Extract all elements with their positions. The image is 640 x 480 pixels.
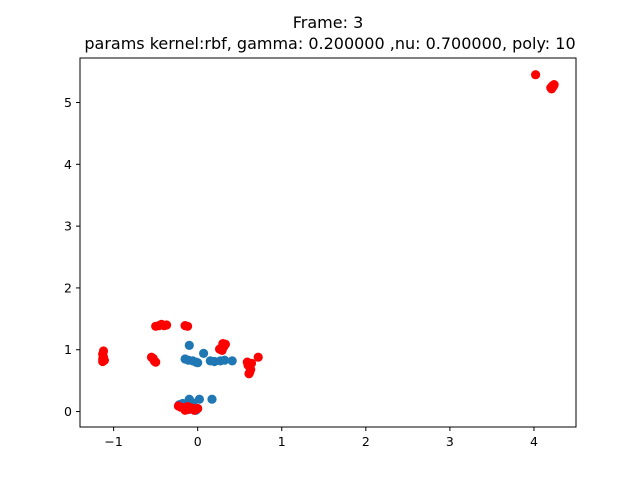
- chart-title-line-2: params kernel:rbf, gamma: 0.200000 ,nu: …: [84, 34, 575, 53]
- y-tick-label: 4: [64, 157, 72, 172]
- scatter-point-s1-42: [180, 405, 190, 415]
- x-tick-label: 1: [278, 434, 286, 449]
- scatter-point-s0-20: [220, 355, 230, 365]
- scatter-point-s1-43: [189, 405, 199, 415]
- scatter-point-s0-10: [184, 340, 194, 350]
- y-tick-label: 0: [64, 404, 72, 419]
- y-tick-label: 5: [64, 95, 72, 110]
- points-layer: [98, 70, 559, 415]
- scatter-point-s1-44: [531, 70, 541, 80]
- x-tick-label: 0: [194, 434, 202, 449]
- y-tick-label: 3: [64, 219, 72, 234]
- x-tick-label: 3: [446, 434, 454, 449]
- x-tick-label: 2: [362, 434, 370, 449]
- scatter-point-s1-10: [151, 357, 161, 367]
- y-tick-label: 2: [64, 280, 72, 295]
- x-tick-label: −1: [104, 434, 122, 449]
- scatter-point-s0-21: [227, 356, 237, 366]
- scatter-point-s0-16: [199, 348, 209, 358]
- scatter-point-s0-15: [193, 358, 203, 368]
- scatter-point-s1-5: [98, 356, 108, 367]
- x-axis-ticks: −1 0 1 2 3 4: [104, 427, 538, 449]
- y-axis-ticks: 0 1 2 3 4 5: [64, 95, 80, 419]
- scatter-point-s1-30: [246, 358, 257, 368]
- scatter-point-s1-29: [244, 369, 254, 379]
- scatter-point-s1-23: [216, 343, 226, 353]
- x-tick-label: 4: [530, 434, 538, 449]
- scatter-point-s1-31: [253, 352, 263, 362]
- scatter-point-s0-5: [194, 394, 204, 404]
- plot-frame: [79, 57, 577, 428]
- scatter-point-s1-49: [547, 84, 557, 94]
- scatter-point-s0-9: [207, 394, 217, 404]
- chart-title-line-1: Frame: 3: [293, 13, 364, 32]
- y-tick-label: 1: [64, 342, 72, 357]
- scatter-point-s1-15: [162, 320, 172, 330]
- scatter-point-s1-17: [183, 321, 193, 331]
